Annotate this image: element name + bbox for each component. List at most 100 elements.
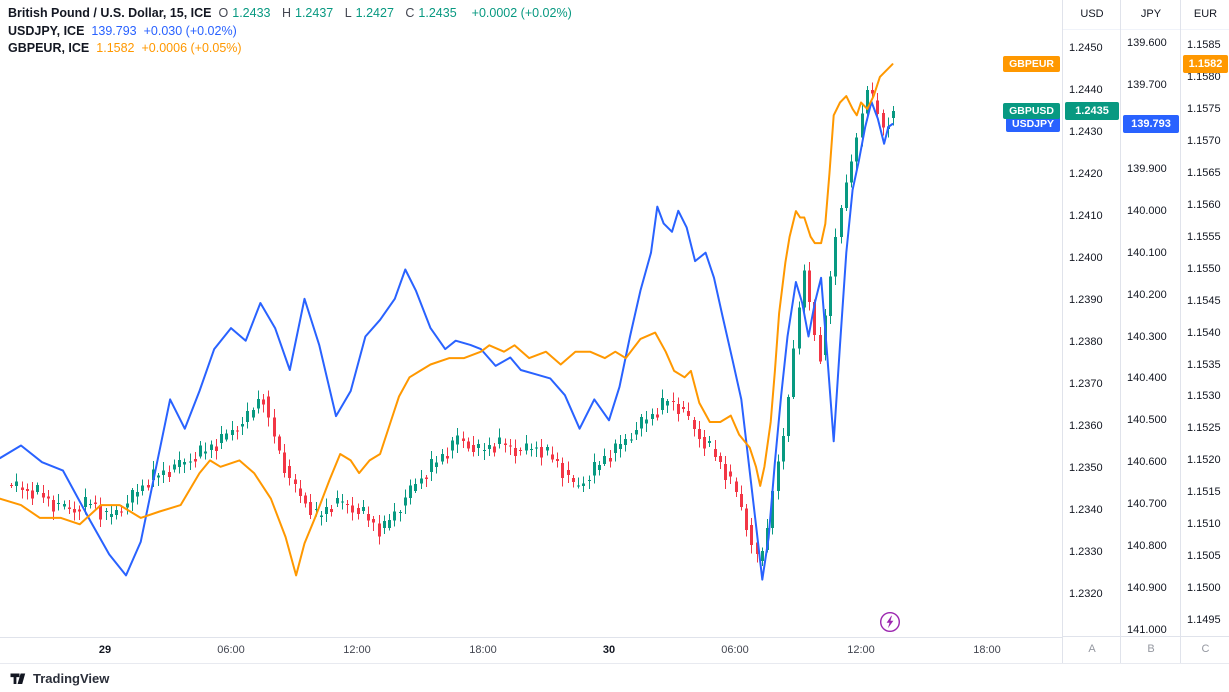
jpy-axis-tick-label: 139.700 (1127, 79, 1167, 92)
time-axis-label: 12:00 (343, 644, 371, 656)
usdjpy-series-badge: USDJPY (1005, 116, 1060, 133)
legend-row-gbpeur: GBPEUR, ICE 1.1582 +0.0006 (+0.05%) (8, 40, 572, 58)
low-value: 1.2427 (355, 6, 394, 20)
price-chart-canvas[interactable] (0, 0, 1062, 637)
jpy-axis-tick-label: 139.900 (1127, 162, 1167, 175)
gbpusd-series-badge: GBPUSD (1003, 103, 1060, 119)
eur-axis-tick-label: 1.1570 (1187, 134, 1221, 147)
jpy-axis-tick-label: 141.000 (1127, 623, 1167, 636)
gbpeur-price-badge: 1.1582 (1183, 55, 1228, 74)
high-label: H (281, 6, 291, 20)
legend-row-main: British Pound / U.S. Dollar, 15, ICE O 1.… (8, 5, 572, 23)
eur-price-scale[interactable]: EUR 1.1585 1.1580 1.1575 1.1570 1.1565 1.1560… (1180, 0, 1229, 663)
main-symbol-title[interactable]: British Pound / U.S. Dollar, 15, ICE (8, 6, 212, 20)
close-value: 1.2435 (418, 6, 457, 20)
usd-axis-tick-label: 1.2350 (1069, 461, 1103, 474)
jpy-axis-source-button[interactable]: B (1121, 636, 1181, 663)
high-value: 1.2437 (295, 6, 334, 20)
eur-axis-tick-label: 1.1500 (1187, 582, 1221, 595)
eur-axis-source-button[interactable]: C (1181, 636, 1229, 663)
usd-axis-tick-label: 1.2320 (1069, 587, 1103, 600)
eur-axis-tick-label: 1.1540 (1187, 326, 1221, 339)
jpy-axis-tick-label: 140.800 (1127, 540, 1167, 553)
time-axis[interactable]: 29 06:00 12:00 18:00 30 06:00 12:00 18:00 (0, 637, 1062, 664)
chart-legend: British Pound / U.S. Dollar, 15, ICE O 1.… (8, 5, 572, 58)
jpy-axis-tick-label: 140.500 (1127, 414, 1167, 427)
eur-axis-tick-label: 1.1530 (1187, 390, 1221, 403)
usd-axis-tick-label: 1.2340 (1069, 503, 1103, 516)
jpy-axis-tick-label: 139.600 (1127, 37, 1167, 50)
jpy-axis-tick-label: 140.300 (1127, 330, 1167, 343)
gbpeur-last-value: 1.1582 (96, 41, 135, 55)
usd-axis-tick-label: 1.2440 (1069, 84, 1103, 96)
usd-axis-tick-label: 1.2410 (1069, 210, 1103, 222)
usd-price-scale[interactable]: USD 1.2450 1.2440 1.2430 1.2420 1.2410 1.2400… (1062, 0, 1121, 663)
usd-axis-header: USD (1063, 0, 1121, 30)
eur-axis-ticks: 1.1585 1.1580 1.1575 1.1570 1.1565 1.1560 1.15… (1181, 0, 1229, 637)
eur-axis-tick-label: 1.1520 (1187, 454, 1221, 467)
usd-axis-tick-label: 1.2330 (1069, 545, 1103, 558)
time-axis-label: 30 (602, 644, 616, 656)
time-axis-label: 29 (98, 644, 112, 656)
usd-axis-tick-label: 1.2370 (1069, 377, 1103, 390)
time-axis-label: 18:00 (973, 644, 1001, 656)
main-change-value: +0.0002 (+0.02%) (471, 6, 572, 20)
usdjpy-last-value: 139.793 (91, 23, 137, 38)
usd-axis-tick-label: 1.2380 (1069, 335, 1103, 348)
time-axis-label: 12:00 (847, 644, 875, 656)
usd-axis-tick-label: 1.2360 (1069, 419, 1103, 432)
jpy-axis-ticks: 139.600139.700139.800139.900140.000140.1… (1121, 0, 1181, 637)
footer-bar: TradingView (0, 663, 1229, 692)
close-label: C (405, 6, 415, 20)
usdjpy-change-value: +0.030 (+0.02%) (143, 23, 237, 38)
eur-axis-tick-label: 1.1545 (1187, 294, 1221, 307)
usd-axis-tick-label: 1.2450 (1069, 42, 1103, 54)
eur-axis-tick-label: 1.1525 (1187, 422, 1221, 435)
eur-axis-tick-label: 1.1550 (1187, 262, 1221, 275)
gbpeur-series-badge: GBPEUR (1003, 56, 1060, 73)
chart-plot-area[interactable]: British Pound / U.S. Dollar, 15, ICE O 1.… (0, 0, 1062, 637)
eur-axis-tick-label: 1.1515 (1187, 486, 1221, 499)
eur-axis-tick-label: 1.1560 (1187, 198, 1221, 211)
gbpusd-price-badge: 1.2435 (1065, 102, 1119, 120)
usdjpy-symbol-title[interactable]: USDJPY, ICE (8, 23, 85, 38)
gbpeur-symbol-title[interactable]: GBPEUR, ICE (8, 41, 90, 55)
time-axis-label: 18:00 (469, 644, 497, 656)
eur-axis-tick-label: 1.1575 (1187, 102, 1221, 115)
jpy-axis-tick-label: 140.100 (1127, 246, 1167, 259)
time-axis-label: 06:00 (721, 644, 749, 656)
eur-axis-tick-label: 1.1555 (1187, 230, 1221, 243)
usd-axis-source-button[interactable]: A (1063, 636, 1121, 663)
eur-axis-tick-label: 1.1585 (1187, 38, 1221, 51)
jpy-price-scale[interactable]: JPY 139.600139.700139.800139.900140.0001… (1120, 0, 1181, 663)
low-label: L (344, 6, 352, 20)
event-marker-lightning-icon[interactable] (879, 611, 901, 633)
open-label: O (218, 6, 229, 20)
gbpeur-change-value: +0.0006 (+0.05%) (141, 41, 242, 55)
eur-axis-tick-label: 1.1535 (1187, 358, 1221, 371)
tradingview-logo-icon[interactable] (10, 670, 27, 687)
jpy-axis-tick-label: 140.400 (1127, 372, 1167, 385)
open-value: 1.2433 (232, 6, 271, 20)
usd-axis-tick-label: 1.2430 (1069, 126, 1103, 138)
eur-axis-tick-label: 1.1510 (1187, 518, 1221, 531)
jpy-axis-header: JPY (1121, 0, 1181, 30)
legend-row-usdjpy: USDJPY, ICE 139.793 +0.030 (+0.02%) (8, 23, 572, 41)
jpy-axis-tick-label: 140.700 (1127, 498, 1167, 511)
jpy-axis-tick-label: 140.200 (1127, 288, 1167, 301)
eur-axis-tick-label: 1.1565 (1187, 166, 1221, 179)
usd-axis-tick-label: 1.2390 (1069, 293, 1103, 306)
eur-axis-tick-label: 1.1495 (1187, 614, 1221, 627)
jpy-axis-tick-label: 140.900 (1127, 581, 1167, 594)
ohlc-values: O 1.2433 H 1.2437 L 1.2427 C 1.2435 (219, 5, 465, 23)
eur-axis-tick-label: 1.1580 (1187, 70, 1221, 83)
usd-axis-tick-label: 1.2420 (1069, 168, 1103, 180)
eur-axis-header: EUR (1181, 0, 1229, 30)
jpy-axis-tick-label: 140.000 (1127, 204, 1167, 217)
usdjpy-price-badge: 139.793 (1123, 115, 1179, 134)
usd-axis-tick-label: 1.2400 (1069, 252, 1103, 264)
time-axis-label: 06:00 (217, 644, 245, 656)
tradingview-logo-text[interactable]: TradingView (33, 670, 110, 686)
usd-axis-ticks: 1.2450 1.2440 1.2430 1.2420 1.2410 1.2400 1.23… (1063, 0, 1121, 637)
